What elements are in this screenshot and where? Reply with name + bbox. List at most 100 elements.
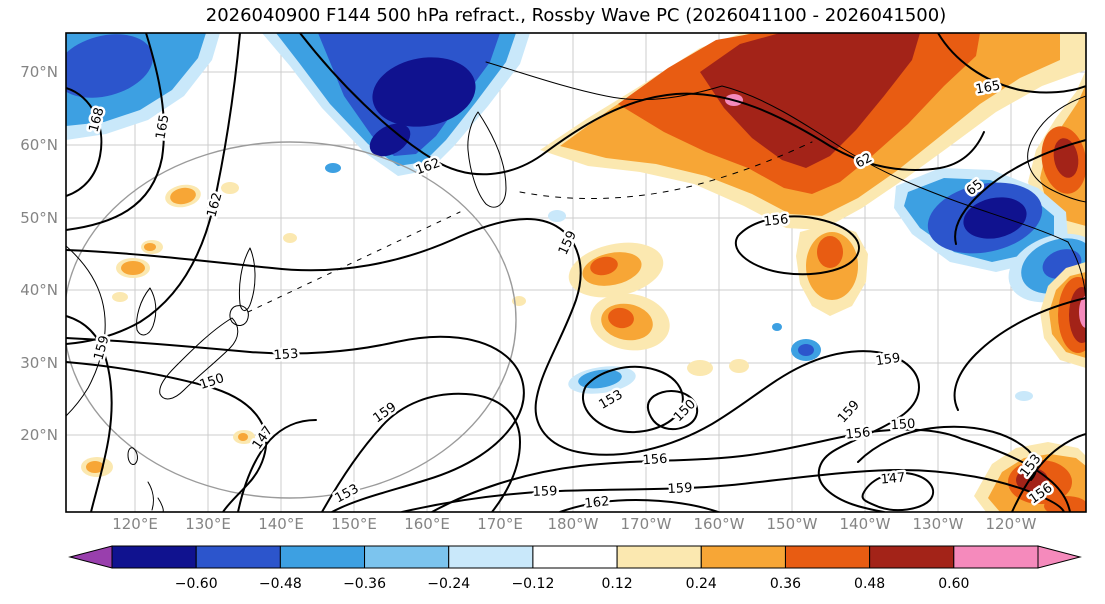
coastline [147, 481, 154, 511]
contour-label: 159 [532, 484, 557, 500]
contour-label: 156 [763, 212, 789, 230]
colorbar-tick-label: −0.60 [175, 576, 218, 592]
anomaly-region-cream [112, 292, 128, 302]
anomaly-region-orange [170, 187, 196, 205]
contour-line [954, 139, 1086, 245]
lon-tick-label: 160°W [694, 515, 745, 533]
contour-line [646, 390, 699, 431]
coastline [238, 247, 256, 311]
contour-lines [66, 33, 1086, 512]
coastline [467, 111, 507, 208]
anomaly-region-azure [772, 323, 782, 331]
contour-line [857, 425, 1038, 481]
map-frame [65, 32, 1087, 513]
contour-line [66, 315, 113, 512]
anomaly-region-blue [798, 344, 814, 356]
coastline [229, 305, 249, 326]
lat-tick-label: 50°N [20, 209, 58, 227]
lon-tick-label: 140°E [258, 515, 304, 533]
colorbar-segment-darkred [869, 545, 955, 569]
colorbar-segment-darkorange [784, 545, 871, 569]
colorbar-tick-label: −0.24 [427, 576, 470, 592]
colorbar-segment-blue [195, 545, 281, 569]
contour-line [581, 365, 684, 433]
contour-label: 150 [198, 371, 226, 393]
colorbar-tick-label: −0.12 [511, 576, 554, 592]
colorbar-extend-right [1037, 545, 1082, 569]
anomaly-region-darkorange [608, 307, 634, 329]
anomaly-region-cream [221, 182, 239, 194]
colorbar [68, 545, 1082, 569]
contour-line [66, 361, 268, 512]
lon-tick-label: 150°W [767, 515, 818, 533]
anomaly-region-cream [729, 359, 749, 373]
lon-tick-label: 170°E [477, 515, 523, 533]
contour-line [299, 33, 985, 176]
contour-line [66, 33, 241, 345]
lon-axis: 120°E 130°E 140°E 150°E 160°E 170°E 180°W 170°W… [112, 515, 1036, 533]
coastlines [66, 61, 1086, 512]
lat-tick-label: 20°N [20, 426, 58, 444]
contour-label: 159 [92, 334, 113, 362]
anomaly-region-navy [963, 197, 1027, 239]
colorbar-segment-navy [111, 545, 197, 569]
contour-line [937, 33, 1086, 94]
contour-line [431, 428, 1071, 512]
colorbar-tick-label: 0.60 [938, 576, 969, 592]
coastline [519, 141, 813, 200]
anomaly-region-darkorange [1044, 496, 1086, 512]
contour-line [1011, 433, 1086, 512]
anomaly-region-orange [238, 433, 248, 441]
contour-label: 147 [880, 470, 906, 487]
contour-line [861, 472, 935, 512]
colorbar-tick-label: 0.12 [602, 576, 633, 592]
lon-tick-label: 120°E [112, 515, 158, 533]
lat-tick-label: 40°N [20, 281, 58, 299]
anomaly-region-navy [372, 57, 476, 127]
colorbar-segment-paleblue [448, 545, 534, 569]
contour-label: 162 [584, 494, 610, 512]
contour-label: 165 [153, 113, 172, 140]
contour-label: 159 [875, 351, 902, 369]
lon-tick-label: 170°W [621, 515, 672, 533]
lon-tick-label: 160°E [404, 515, 450, 533]
anomaly-region-orange [86, 461, 104, 473]
anomaly-region-navy [369, 123, 411, 157]
anomaly-region-paleblue [548, 210, 566, 222]
anomaly-region-orange [121, 261, 145, 275]
contour-label: 150 [890, 417, 916, 434]
lat-axis: 70°N 60°N 50°N 40°N 30°N 20°N [20, 63, 58, 444]
contour-line [66, 335, 525, 512]
anomaly-region-cream [687, 360, 713, 376]
anomaly-region-darkorange [590, 256, 618, 276]
anomaly-region-pink [1079, 296, 1086, 328]
lat-tick-label: 60°N [20, 136, 58, 154]
contour-label: 156 [642, 452, 668, 469]
lon-tick-label: 150°E [331, 515, 377, 533]
lon-tick-label: 120°W [986, 515, 1037, 533]
coastline [127, 447, 138, 465]
colorbar-tick-label: 0.24 [686, 576, 717, 592]
anomaly-region-darkred [700, 33, 920, 168]
coastline [159, 317, 239, 400]
colorbar-tick-label: 0.48 [854, 576, 885, 592]
contour-label: 153 [273, 347, 299, 364]
lon-tick-label: 180°W [548, 515, 599, 533]
contour-label: 159 [556, 229, 580, 258]
contour-label: 159 [835, 398, 863, 426]
contour-line [66, 87, 103, 197]
anomaly-region-darkorange [817, 236, 843, 268]
contour-line [66, 217, 920, 512]
colorbar-tick-label: 0.36 [770, 576, 801, 592]
anomaly-region-orange [144, 243, 156, 251]
colorbar-segment-lightblue [364, 545, 450, 569]
anomaly-region-cream [283, 233, 297, 243]
coastline [136, 287, 157, 336]
lon-tick-label: 130°W [913, 515, 964, 533]
anomaly-region-azure [325, 163, 341, 173]
lat-tick-label: 30°N [20, 354, 58, 372]
coastline [157, 497, 164, 512]
contour-line [559, 499, 719, 512]
